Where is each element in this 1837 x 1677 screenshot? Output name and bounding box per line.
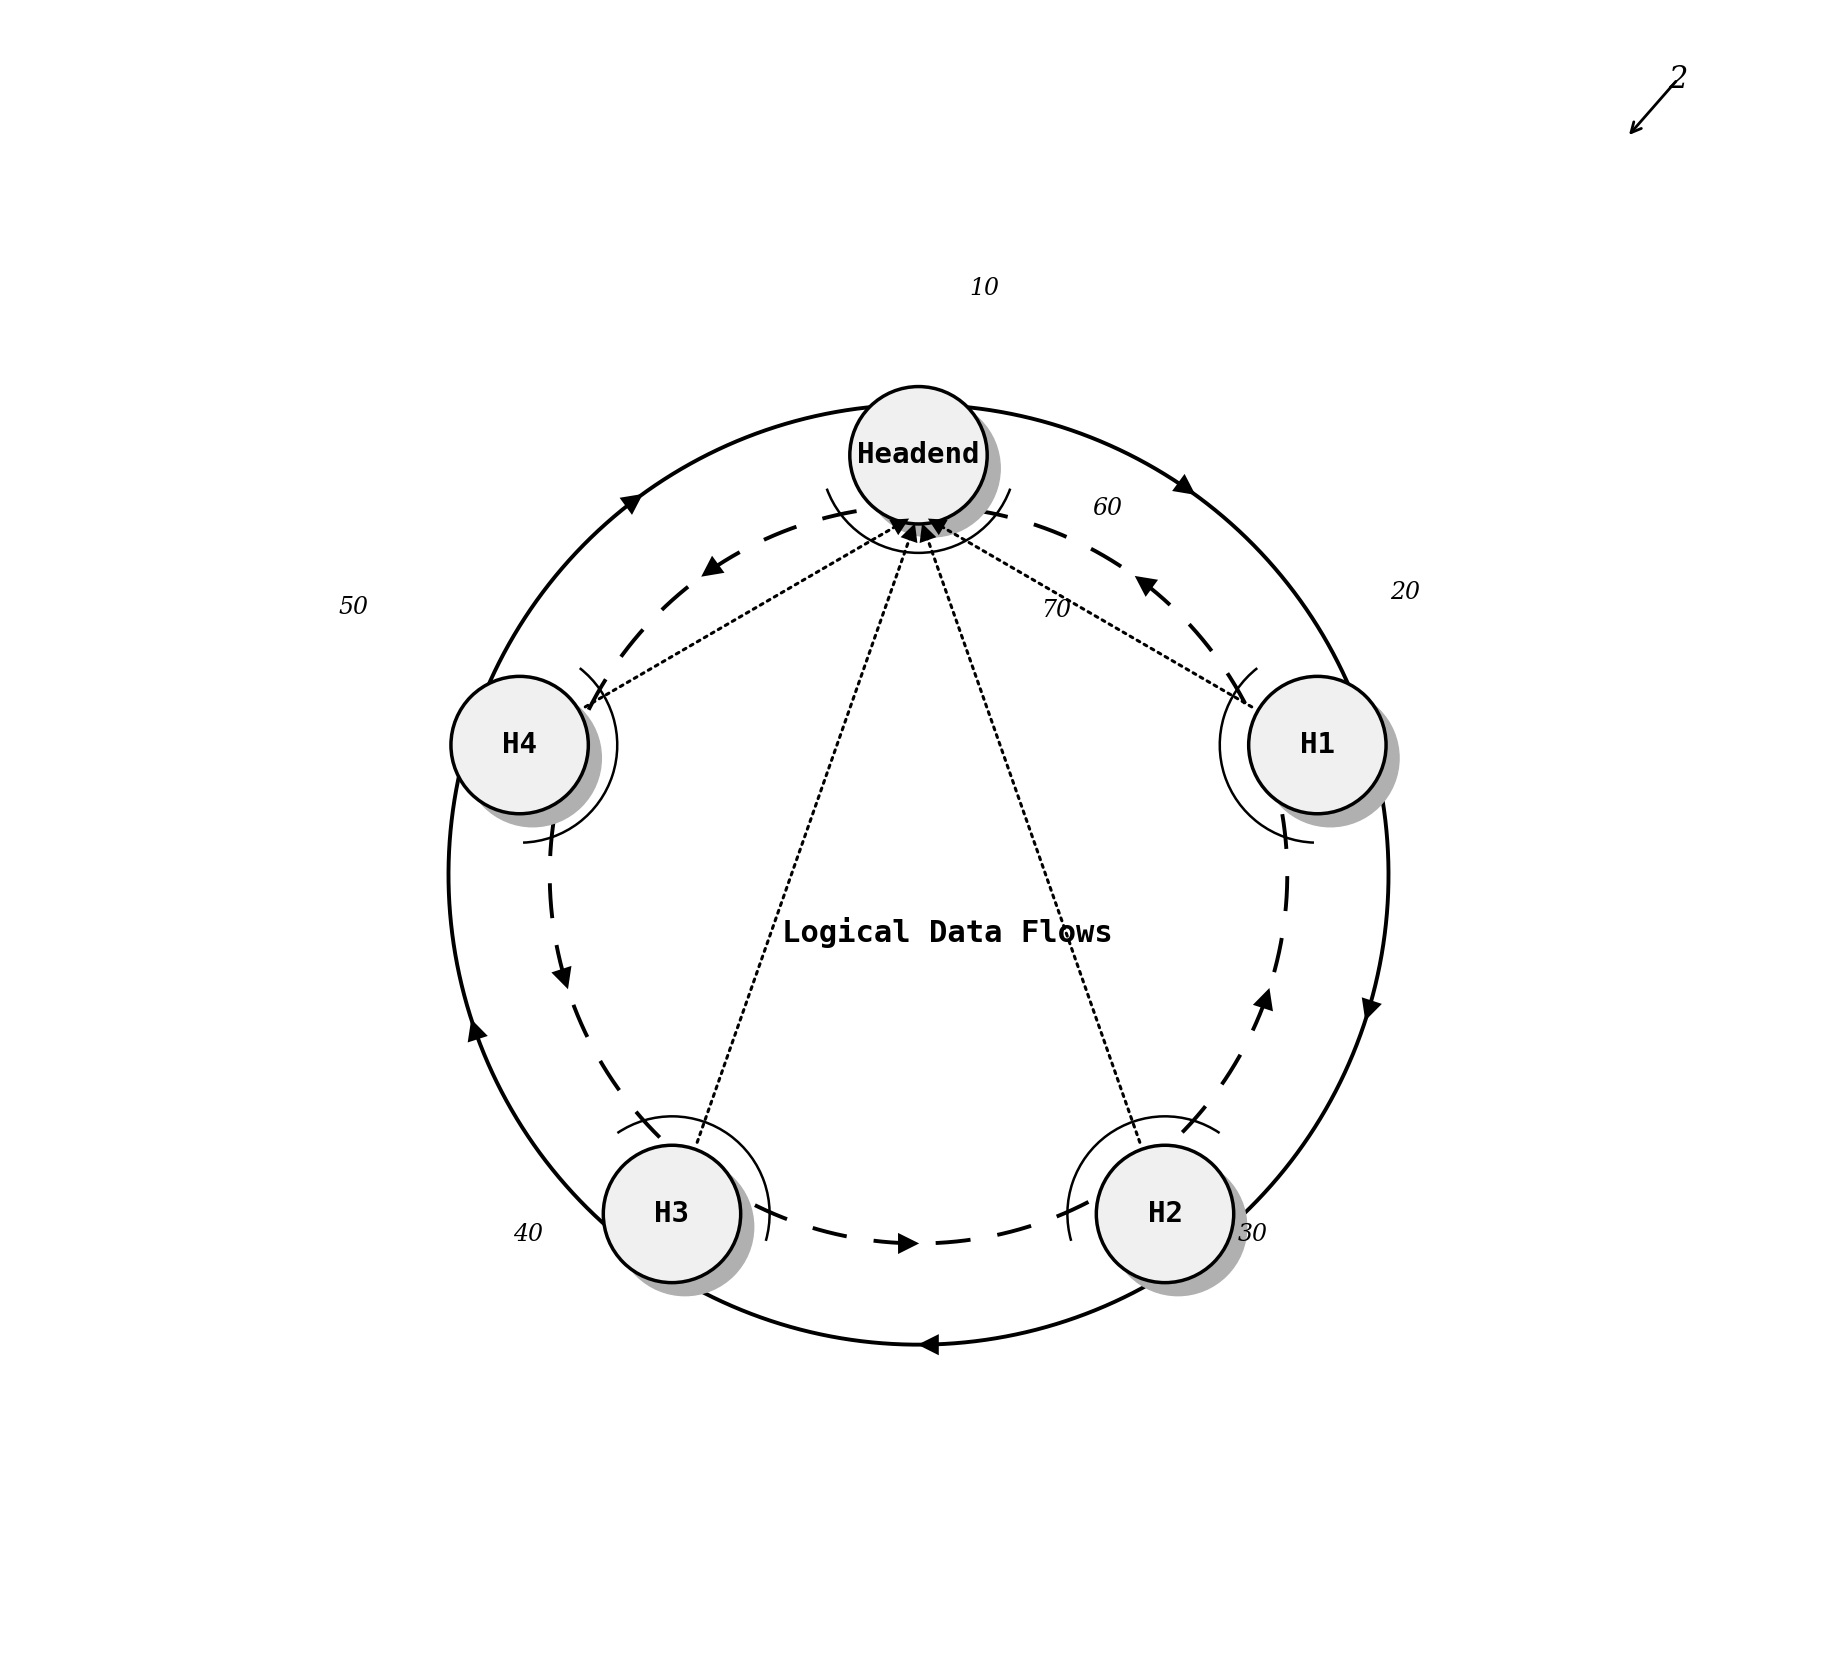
Circle shape (851, 387, 986, 523)
Circle shape (1249, 676, 1387, 813)
Circle shape (615, 1159, 753, 1296)
Text: H3: H3 (654, 1201, 689, 1228)
Circle shape (465, 689, 601, 827)
Circle shape (863, 399, 999, 537)
Circle shape (1110, 1159, 1247, 1296)
Text: 40: 40 (513, 1224, 544, 1246)
Text: 50: 50 (338, 595, 369, 619)
Text: Logical Data Flows: Logical Data Flows (783, 917, 1113, 948)
Circle shape (1097, 1145, 1234, 1283)
Text: 2: 2 (1668, 64, 1688, 96)
Text: H1: H1 (1301, 731, 1335, 760)
Text: Headend: Headend (858, 441, 979, 470)
Text: 70: 70 (1042, 599, 1071, 622)
Circle shape (450, 676, 588, 813)
Circle shape (603, 1145, 740, 1283)
Text: H2: H2 (1148, 1201, 1183, 1228)
Text: 30: 30 (1238, 1224, 1268, 1246)
Circle shape (1262, 689, 1400, 827)
Text: 20: 20 (1389, 580, 1420, 604)
Text: 60: 60 (1091, 498, 1122, 520)
Text: 10: 10 (970, 277, 999, 300)
Text: H4: H4 (502, 731, 536, 760)
